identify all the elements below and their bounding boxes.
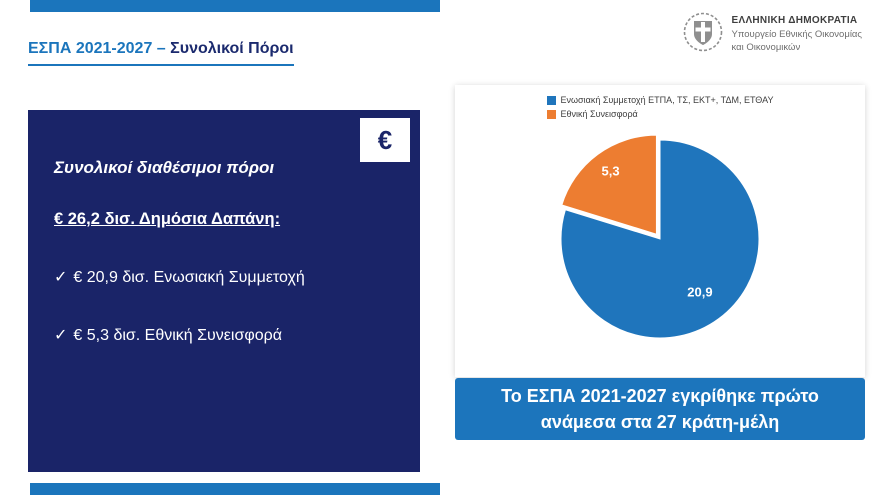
top-accent-bar	[30, 0, 440, 12]
bullet-text: € 5,3 δισ. Εθνική Συνεισφορά	[73, 327, 282, 344]
pie-value-label-0: 20,9	[687, 285, 712, 300]
legend-label: Εθνική Συνεισφορά	[560, 109, 638, 119]
callout-line2: ανάμεσα στα 27 κράτη-μέλη	[540, 412, 780, 432]
logo-org-name: ΕΛΛΗΝΙΚΗ ΔΗΜΟΚΡΑΤΙΑ	[731, 15, 858, 27]
government-logo-text: ΕΛΛΗΝΙΚΗ ΔΗΜΟΚΡΑΤΙΑ Υπουργείο Εθνικής Οι…	[732, 15, 863, 54]
pie-chart-area: 20,9 5,3	[455, 123, 865, 355]
bottom-accent-bar	[30, 483, 440, 495]
callout-line1: Το ΕΣΠΑ 2021-2027 εγκρίθηκε πρώτο	[501, 385, 819, 406]
logo-dept-line1: Υπουργείο Εθνικής Οικονομίας	[731, 29, 863, 41]
approval-callout: Το ΕΣΠΑ 2021-2027 εγκρίθηκε πρώτο ανάμεσ…	[455, 378, 865, 440]
page-title-secondary: Συνολικοί Πόροι	[170, 40, 294, 57]
resources-info-box: € Συνολικοί διαθέσιμοι πόροι € 26,2 δισ.…	[28, 110, 420, 472]
pie-value-label-1: 5,3	[602, 163, 620, 178]
chart-legend: Ενωσιακή Συμμετοχή ΕΤΠΑ, ΤΣ, ΕΚΤ+, ΤΔΜ, …	[546, 95, 774, 119]
legend-item-national: Εθνική Συνεισφορά	[546, 109, 774, 119]
page-title-primary: ΕΣΠΑ 2021-2027	[28, 40, 153, 57]
legend-item-union: Ενωσιακή Συμμετοχή ΕΤΠΑ, ΤΣ, ΕΚΤ+, ΤΔΜ, …	[546, 95, 774, 105]
checkmark-icon: ✓	[54, 327, 68, 344]
government-logo: ΕΛΛΗΝΙΚΗ ΔΗΜΟΚΡΑΤΙΑ Υπουργείο Εθνικής Οι…	[683, 12, 863, 57]
pie-chart: 20,9 5,3	[560, 134, 760, 339]
pie-chart-card: Ενωσιακή Συμμετοχή ΕΤΠΑ, ΤΣ, ΕΚΤ+, ΤΔΜ, …	[455, 85, 865, 377]
page-title-separator: –	[156, 40, 166, 57]
bullet-union-contribution: ✓ € 20,9 δισ. Ενωσιακή Συμμετοχή	[54, 267, 398, 287]
info-box-subheading: € 26,2 δισ. Δημόσια Δαπάνη:	[54, 210, 281, 228]
pie-slice-1	[561, 134, 657, 235]
logo-dept-line2: και Οικονομικών	[731, 41, 801, 53]
legend-swatch-1	[546, 109, 556, 119]
euro-icon: €	[360, 118, 410, 162]
bullet-national-contribution: ✓ € 5,3 δισ. Εθνική Συνεισφορά	[54, 325, 398, 345]
page-title: ΕΣΠΑ 2021-2027 – Συνολικοί Πόροι	[28, 40, 294, 66]
legend-swatch-0	[546, 95, 556, 105]
legend-label: Ενωσιακή Συμμετοχή ΕΤΠΑ, ΤΣ, ΕΚΤ+, ΤΔΜ, …	[560, 95, 774, 105]
bullet-text: € 20,9 δισ. Ενωσιακή Συμμετοχή	[73, 269, 305, 286]
info-box-heading: Συνολικοί διαθέσιμοι πόροι	[54, 158, 275, 177]
checkmark-icon: ✓	[54, 269, 68, 286]
government-emblem-icon	[683, 12, 723, 57]
pie-slice-0	[560, 139, 760, 339]
